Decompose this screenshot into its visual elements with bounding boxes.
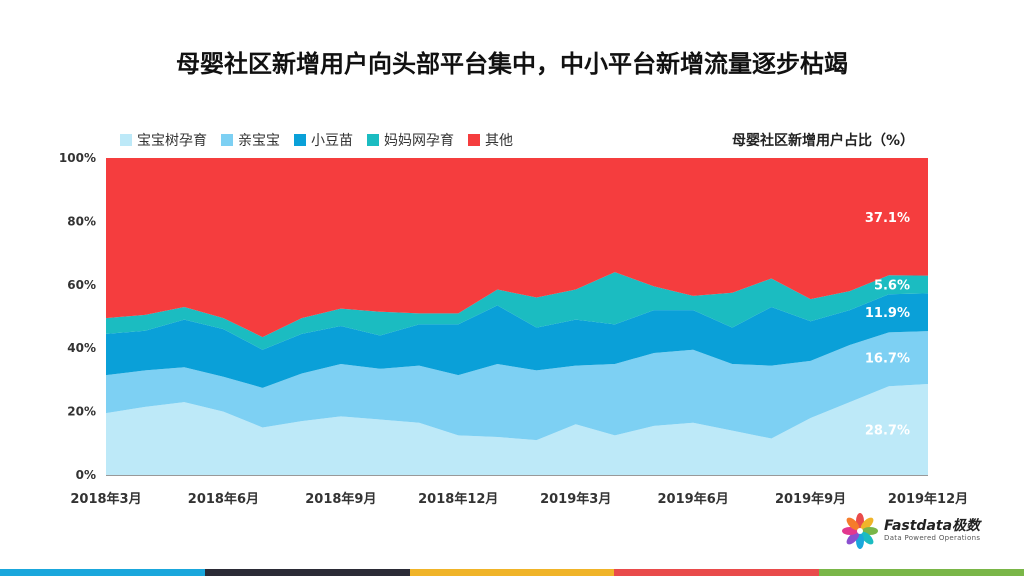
- legend-item: 小豆苗: [294, 130, 353, 150]
- x-tick-label: 2018年9月: [305, 491, 376, 507]
- legend-item: 亲宝宝: [221, 130, 280, 150]
- area-宝宝树孕育: [106, 384, 928, 475]
- area-小豆苗: [106, 293, 928, 388]
- bottom-bar-segment: [409, 569, 615, 576]
- area-妈妈网孕育: [106, 272, 928, 350]
- x-tick-label: 2019年6月: [658, 491, 729, 507]
- legend-swatch: [468, 134, 480, 146]
- bottom-bar-segment: [0, 569, 205, 576]
- x-tick-label: 2019年12月: [888, 491, 968, 507]
- y-tick-label: 0%: [76, 468, 96, 482]
- logo-name: Fastdata极数: [884, 518, 981, 535]
- legend-label: 其他: [485, 133, 513, 149]
- data-label: 11.9%: [865, 306, 910, 321]
- bottom-bar-segment: [614, 569, 820, 576]
- data-label: 28.7%: [865, 424, 910, 439]
- data-label: 37.1%: [865, 211, 910, 226]
- y-axis-title: 母婴社区新增用户占比（%）: [731, 133, 914, 149]
- legend-item: 妈妈网孕育: [367, 130, 454, 150]
- x-tick-label: 2019年9月: [775, 491, 846, 507]
- legend-label: 妈妈网孕育: [384, 133, 454, 149]
- data-label: 16.7%: [865, 352, 910, 367]
- data-label: 5.6%: [874, 278, 910, 293]
- bottom-bar-segment: [204, 569, 410, 576]
- x-tick-label: 2018年6月: [188, 491, 259, 507]
- y-tick-label: 20%: [67, 405, 96, 419]
- area-其他: [106, 158, 928, 338]
- legend-item: 其他: [468, 130, 513, 150]
- logo-tagline: Data Powered Operations: [884, 533, 981, 542]
- x-tick-label: 2019年3月: [540, 491, 611, 507]
- legend-swatch: [294, 134, 306, 146]
- y-tick-label: 60%: [67, 278, 96, 292]
- legend-swatch: [367, 134, 379, 146]
- area-亲宝宝: [106, 331, 928, 441]
- bottom-bar-segment: [819, 569, 1024, 576]
- legend-label: 亲宝宝: [238, 133, 280, 149]
- x-tick-label: 2018年12月: [418, 491, 498, 507]
- legend-swatch: [221, 134, 233, 146]
- chart-legend: 宝宝树孕育 亲宝宝 小豆苗 妈妈网孕育 其他: [120, 130, 513, 150]
- y-tick-label: 80%: [67, 214, 96, 228]
- bottom-color-bar: [0, 569, 1024, 576]
- chart-title: 母婴社区新增用户向头部平台集中，中小平台新增流量逐步枯竭: [176, 50, 848, 78]
- legend-item: 宝宝树孕育: [120, 130, 207, 150]
- legend-label: 宝宝树孕育: [137, 133, 207, 149]
- legend-label: 小豆苗: [311, 133, 353, 149]
- x-tick-label: 2018年3月: [70, 491, 141, 507]
- legend-swatch: [120, 134, 132, 146]
- fastdata-logo: Fastdata极数 Data Powered Operations: [842, 511, 1002, 551]
- y-tick-label: 100%: [59, 151, 96, 165]
- y-tick-label: 40%: [67, 341, 96, 355]
- flower-logo-icon: [842, 513, 878, 549]
